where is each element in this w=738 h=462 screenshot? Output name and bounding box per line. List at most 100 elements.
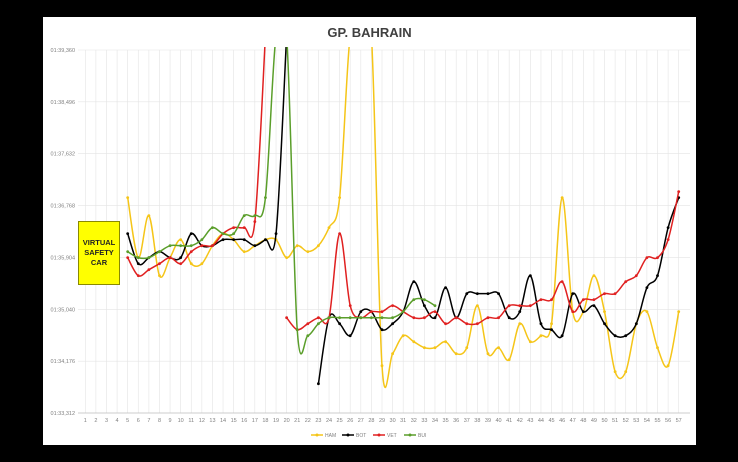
data-point-ham bbox=[539, 334, 543, 338]
x-tick-label: 6 bbox=[137, 418, 140, 424]
data-point-ham bbox=[560, 196, 564, 200]
data-point-vet bbox=[454, 316, 458, 320]
y-tick-label: 01:35,040 bbox=[51, 307, 75, 313]
x-tick-label: 55 bbox=[654, 418, 660, 424]
data-point-bot bbox=[581, 310, 585, 314]
data-point-vet bbox=[211, 244, 214, 248]
x-tick-label: 53 bbox=[633, 418, 639, 424]
series-bui bbox=[126, 47, 437, 355]
data-point-bot bbox=[497, 292, 500, 296]
data-point-bot bbox=[528, 274, 532, 278]
x-tick-label: 1 bbox=[84, 418, 87, 424]
x-tick-label: 19 bbox=[273, 418, 279, 424]
series-line-bui bbox=[127, 47, 436, 355]
data-point-vet bbox=[444, 322, 447, 326]
data-point-vet bbox=[242, 226, 246, 230]
x-tick-label: 33 bbox=[421, 418, 427, 424]
y-tick-label: 01:34,176 bbox=[51, 359, 75, 365]
data-point-ham bbox=[306, 250, 310, 254]
y-tick-label: 01:35,904 bbox=[51, 255, 75, 261]
y-tick-label: 01:39,360 bbox=[51, 48, 75, 54]
legend-marker bbox=[377, 433, 381, 437]
data-point-ham bbox=[401, 334, 405, 338]
data-point-ham bbox=[603, 310, 606, 314]
data-point-vet bbox=[433, 310, 437, 314]
x-tick-label: 54 bbox=[644, 418, 650, 424]
data-point-vet bbox=[624, 280, 628, 284]
data-point-vet bbox=[147, 268, 151, 272]
data-point-vet bbox=[189, 250, 193, 254]
data-point-vet bbox=[666, 238, 670, 242]
data-point-bot bbox=[613, 334, 617, 338]
data-point-bot bbox=[475, 292, 479, 296]
data-point-ham bbox=[285, 256, 289, 260]
data-point-ham bbox=[656, 346, 659, 350]
data-point-bot bbox=[126, 232, 130, 236]
data-point-ham bbox=[613, 370, 617, 374]
x-tick-label: 43 bbox=[527, 418, 533, 424]
data-point-vet bbox=[136, 274, 140, 278]
data-point-bot bbox=[359, 310, 363, 314]
data-point-vet bbox=[338, 232, 342, 236]
legend-label: HAM bbox=[325, 433, 336, 439]
legend-marker bbox=[346, 433, 350, 437]
data-point-vet bbox=[634, 274, 638, 278]
data-point-ham bbox=[497, 346, 500, 350]
data-point-bui bbox=[401, 310, 405, 314]
data-point-bot bbox=[422, 304, 426, 308]
data-point-bot bbox=[560, 334, 564, 338]
legend-label: BOT bbox=[356, 433, 366, 439]
data-point-vet bbox=[317, 316, 320, 320]
data-point-bui bbox=[264, 196, 267, 200]
data-point-bot bbox=[285, 34, 288, 37]
x-tick-label: 2 bbox=[94, 418, 97, 424]
data-point-ham bbox=[317, 244, 320, 248]
data-point-bot bbox=[486, 292, 490, 296]
x-tick-label: 15 bbox=[231, 418, 237, 424]
data-point-bot bbox=[338, 322, 342, 326]
data-point-bot bbox=[253, 244, 257, 248]
legend-label: VET bbox=[387, 433, 397, 439]
data-point-bui bbox=[158, 250, 161, 254]
x-tick-label: 37 bbox=[464, 418, 470, 424]
data-point-ham bbox=[295, 244, 299, 248]
data-point-vet bbox=[560, 280, 564, 284]
legend-label: BUI bbox=[418, 433, 426, 439]
data-point-vet bbox=[571, 310, 575, 314]
data-point-ham bbox=[158, 274, 161, 278]
data-point-ham bbox=[475, 304, 479, 308]
data-point-bot bbox=[264, 238, 267, 242]
data-point-bot bbox=[550, 328, 553, 332]
data-point-bui bbox=[179, 244, 183, 248]
data-point-vet bbox=[179, 262, 183, 266]
data-point-bot bbox=[221, 238, 225, 242]
x-tick-label: 34 bbox=[432, 418, 438, 424]
x-tick-label: 11 bbox=[188, 418, 194, 424]
legend: HAM BOT VET BUI bbox=[311, 433, 426, 439]
data-point-ham bbox=[624, 370, 628, 374]
x-tick-label: 20 bbox=[284, 418, 290, 424]
x-tick-label: 40 bbox=[495, 418, 501, 424]
x-tick-label: 47 bbox=[570, 418, 576, 424]
x-tick-label: 50 bbox=[601, 418, 607, 424]
data-point-ham bbox=[645, 310, 649, 314]
x-tick-label: 36 bbox=[453, 418, 459, 424]
y-tick-label: 01:38,496 bbox=[51, 100, 75, 106]
x-tick-label: 56 bbox=[665, 418, 671, 424]
data-point-vet bbox=[677, 190, 681, 194]
data-point-ham bbox=[179, 238, 183, 242]
data-point-ham bbox=[200, 262, 204, 266]
grid-layer bbox=[78, 49, 690, 414]
data-point-bui bbox=[136, 256, 140, 260]
data-point-vet bbox=[264, 34, 267, 37]
data-point-vet bbox=[285, 316, 289, 320]
data-point-bot bbox=[603, 322, 606, 326]
x-tick-label: 44 bbox=[538, 418, 544, 424]
data-point-ham bbox=[592, 274, 596, 278]
x-tick-label: 3 bbox=[105, 418, 108, 424]
data-point-vet bbox=[465, 322, 469, 326]
data-point-ham bbox=[338, 196, 342, 200]
x-tick-label: 39 bbox=[485, 418, 491, 424]
data-point-bot bbox=[539, 322, 543, 326]
data-point-bot bbox=[391, 322, 394, 326]
